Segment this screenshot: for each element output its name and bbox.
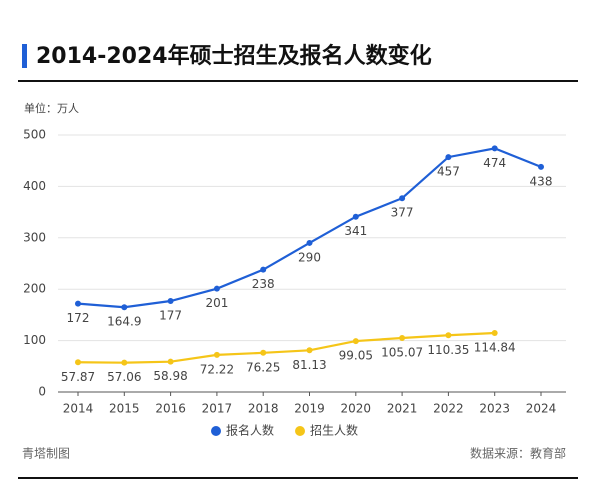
point: [399, 334, 406, 341]
point: [399, 195, 406, 202]
point: [121, 304, 128, 311]
x-tick-label: 2015: [109, 402, 140, 416]
data-label: 76.25: [246, 360, 280, 374]
data-label: 72.22: [200, 362, 234, 376]
data-label: 164.9: [107, 315, 141, 329]
point: [538, 163, 544, 170]
y-tick-label: 200: [23, 282, 46, 296]
x-tick-label: 2023: [479, 402, 510, 416]
data-label: 201: [205, 296, 228, 310]
point: [306, 239, 313, 246]
data-label: 457: [437, 165, 460, 179]
point: [75, 359, 81, 366]
data-label: 58.98: [153, 369, 187, 383]
title-marker: [22, 44, 27, 68]
data-label: 172: [67, 311, 90, 325]
y-tick-label: 300: [23, 230, 46, 244]
data-label: 377: [391, 206, 414, 220]
data-label: 438: [530, 174, 553, 188]
legend-swatch: [295, 426, 306, 436]
data-label: 110.35: [427, 343, 469, 357]
x-tick-label: 2020: [341, 402, 372, 416]
data-label: 81.13: [292, 358, 326, 372]
y-tick-label: 0: [38, 385, 46, 399]
y-tick-label: 400: [23, 179, 46, 193]
x-tick-label: 2016: [155, 402, 186, 416]
point: [260, 349, 267, 356]
data-label: 57.87: [61, 370, 95, 384]
series-line: [77, 331, 495, 364]
point: [167, 358, 174, 365]
point: [213, 351, 220, 358]
legend-swatch: [211, 426, 221, 436]
data-label: 177: [159, 309, 182, 323]
data-label: 474: [483, 156, 506, 170]
y-tick-label: 100: [23, 333, 46, 347]
data-label: 238: [252, 277, 275, 291]
x-tick-label: 2017: [202, 402, 233, 416]
point: [445, 332, 452, 339]
point: [75, 300, 81, 307]
point: [491, 329, 498, 336]
data-label: 105.07: [381, 345, 423, 359]
credit: 青塔制图: [22, 447, 70, 461]
point: [352, 213, 359, 220]
x-tick-label: 2024: [526, 402, 557, 416]
data-label: 114.84: [474, 340, 516, 354]
y-tick-label: 500: [23, 128, 46, 142]
x-tick-label: 2014: [63, 402, 94, 416]
point: [167, 298, 174, 305]
data-label: 290: [298, 250, 321, 264]
point: [260, 266, 267, 273]
data-label: 341: [344, 224, 367, 238]
legend-label: 招生人数: [310, 423, 358, 438]
point: [121, 359, 128, 366]
x-tick-label: 2021: [387, 402, 418, 416]
data-label: 99.05: [339, 349, 373, 363]
point: [352, 338, 359, 345]
point: [445, 154, 452, 161]
source: 数据来源：教育部: [470, 446, 566, 461]
x-tick-label: 2019: [294, 402, 325, 416]
chart-title: 2014-2024年硕士招生及报名人数变化: [36, 43, 432, 69]
legend-label: 报名人数: [226, 423, 274, 438]
point: [306, 347, 313, 354]
x-tick-label: 2022: [433, 402, 464, 416]
x-tick-label: 2018: [248, 402, 279, 416]
unit-label: 单位：万人: [24, 101, 79, 115]
point: [491, 145, 498, 152]
data-label: 57.06: [107, 370, 141, 384]
point: [213, 285, 220, 292]
